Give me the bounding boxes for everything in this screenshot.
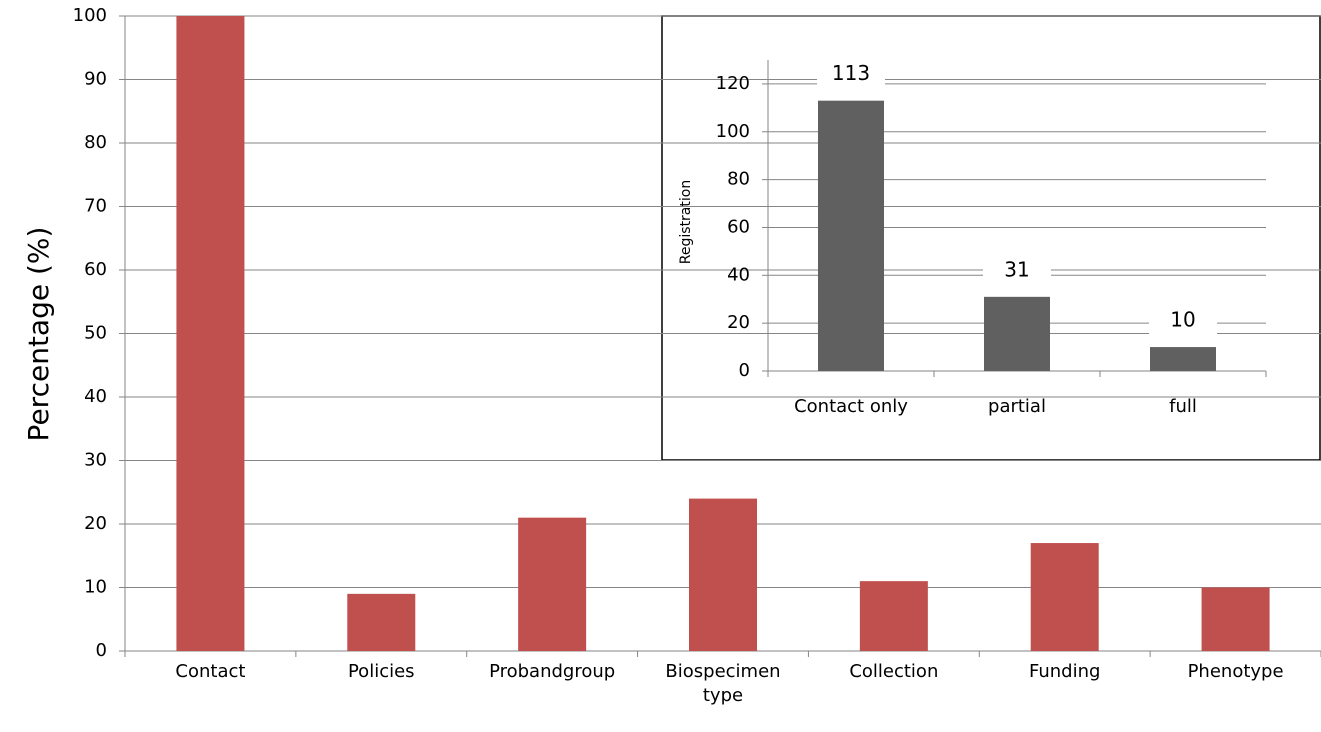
x-tick-label: Phenotype: [1187, 661, 1284, 682]
bar: [984, 296, 1050, 371]
bar: [518, 517, 587, 651]
y-axis-label: Percentage (%): [22, 227, 55, 442]
x-tick-label-box: Policies: [347, 661, 415, 682]
bar: [818, 100, 884, 372]
y-tick-label: 10: [84, 577, 107, 598]
bar: [1030, 543, 1099, 651]
y-tick-label: 120: [716, 73, 750, 94]
y-tick-label: 100: [716, 121, 750, 142]
bar: [176, 16, 245, 651]
data-label: 10: [1170, 308, 1195, 332]
bar: [859, 581, 928, 651]
y-tick-label: 70: [84, 196, 107, 217]
x-tick-label-box: partial: [988, 396, 1046, 417]
y-tick-label: 90: [84, 69, 107, 90]
inset-frame: [661, 15, 1321, 461]
y-tick-label: 30: [84, 450, 107, 471]
data-label: 113: [832, 61, 870, 85]
bar: [347, 593, 416, 651]
x-tick-label: Funding: [1028, 661, 1101, 682]
data-label: 31: [1004, 257, 1029, 281]
x-tick-label: Biospecimen type: [665, 661, 781, 706]
y-tick-label: 40: [727, 264, 750, 285]
label-bg: [983, 256, 1051, 285]
x-tick-label-box: Biospecimen type: [665, 661, 781, 706]
x-tick-label: Probandgroup: [489, 661, 616, 682]
bar: [1201, 587, 1270, 651]
bar: [1150, 347, 1216, 371]
x-tick-label-box: Contact: [175, 661, 246, 682]
y-tick-label: 20: [84, 513, 107, 534]
x-tick-label: Collection: [849, 661, 939, 682]
label-bg: [817, 60, 885, 89]
bar: [689, 498, 757, 651]
x-tick-label-box: Probandgroup: [489, 661, 616, 682]
y-tick-label: 60: [84, 259, 107, 280]
x-tick-label-box: Collection: [849, 661, 939, 682]
x-tick-label: full: [1169, 396, 1197, 417]
y-tick-label: 50: [84, 323, 107, 344]
y-tick-label: 100: [73, 5, 107, 26]
x-tick-label: Contact: [175, 661, 246, 682]
label-bg: [1149, 307, 1217, 336]
y-tick-label: 60: [727, 216, 750, 237]
y-tick-label: 80: [727, 169, 750, 190]
y-tick-label: 0: [739, 360, 750, 381]
y-tick-label: 40: [84, 386, 107, 407]
x-tick-label: partial: [988, 396, 1046, 417]
x-tick-label-box: full: [1169, 396, 1197, 417]
y-tick-label: 20: [727, 312, 750, 333]
x-tick-label-box: Contact only: [794, 396, 908, 417]
x-tick-label-box: Phenotype: [1187, 661, 1284, 682]
x-tick-label: Contact only: [794, 396, 908, 417]
y-tick-label: 0: [96, 640, 107, 661]
y-tick-label: 80: [84, 132, 107, 153]
x-tick-label-box: Funding: [1028, 661, 1101, 682]
x-tick-label: Policies: [347, 661, 415, 682]
inset-y-axis-label: Registration: [678, 180, 694, 264]
